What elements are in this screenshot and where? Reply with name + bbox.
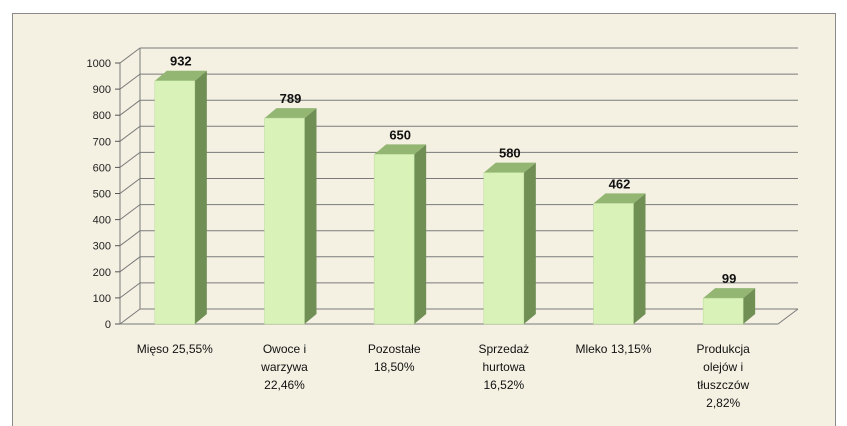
y-tick-label: 600 (93, 162, 111, 174)
category-label-line: olejów i (703, 360, 743, 374)
gridline-slant (119, 178, 141, 194)
category-label: Sprzedaż hurtowa 16,52% (478, 342, 529, 392)
gridline-slant (119, 308, 141, 325)
category-label: Mleko 13,15% (575, 342, 651, 356)
y-tick-label: 0 (105, 319, 111, 331)
gridline-slant (119, 99, 141, 116)
data-label: 789 (280, 91, 302, 106)
bar (483, 172, 525, 325)
bar-side (633, 193, 646, 324)
data-label: 580 (499, 146, 521, 161)
gridline-slant (119, 282, 141, 299)
bar (593, 203, 634, 325)
category-label: Produkcja olejów i tłuszczów 2,82% (696, 342, 750, 410)
y-tick-label: 700 (93, 136, 111, 148)
bar-top (703, 288, 756, 299)
bar (154, 80, 196, 325)
y-tick-label: 200 (93, 267, 111, 279)
bar-side (743, 288, 756, 324)
bar-top (154, 70, 207, 81)
data-label: 99 (722, 271, 736, 286)
bar-top (374, 144, 427, 155)
category-label-line: 18,50% (374, 360, 415, 374)
y-tick-label: 1000 (87, 58, 111, 70)
gridline-slant (119, 47, 141, 64)
y-tick-label: 300 (93, 241, 111, 253)
category-label-line: Mleko 13,15% (575, 342, 651, 356)
category-label: Pozostałe 18,50% (368, 342, 421, 374)
category-label-line: Mięso 25,55% (137, 342, 213, 356)
bar-top (593, 193, 646, 204)
bar-top (264, 108, 317, 119)
bar-side (194, 70, 207, 324)
category-label-line: 16,52% (483, 378, 524, 392)
bar-top (483, 162, 536, 173)
y-tick-label: 100 (93, 293, 111, 305)
gridline-slant (119, 151, 141, 168)
category-label-line: 2,82% (706, 396, 740, 410)
data-label: 462 (609, 176, 631, 191)
gridline-slant (119, 73, 141, 90)
category-label: Owoce i warzywa 22,46% (260, 342, 308, 392)
bar (702, 297, 744, 325)
bar-side (304, 108, 317, 324)
category-label-line: tłuszczów (697, 378, 749, 392)
bar (264, 117, 305, 325)
y-tick-label: 800 (93, 110, 111, 122)
category-label-line: Produkcja (696, 342, 750, 356)
data-label: 650 (389, 127, 411, 142)
bar-side (523, 162, 536, 324)
data-label: 932 (170, 54, 192, 69)
category-label-line: 22,46% (264, 378, 305, 392)
gridline-slant (119, 230, 141, 247)
category-label-line: Sprzedaż (478, 342, 529, 356)
bar-side (414, 144, 427, 324)
category-label-line: Pozostałe (368, 342, 421, 356)
bar (373, 154, 415, 325)
category-label-line: hurtowa (482, 360, 525, 374)
y-tick-label: 400 (93, 215, 111, 227)
gridline-slant (119, 256, 141, 273)
category-label-line: Owoce i (263, 342, 306, 356)
floor-edge (777, 308, 799, 325)
category-label: Mięso 25,55% (137, 342, 213, 356)
y-tick-label: 500 (93, 189, 111, 201)
category-label-line: warzywa (260, 360, 308, 374)
y-tick-label: 900 (93, 84, 111, 96)
gridline-slant (119, 204, 141, 221)
gridline-slant (119, 125, 141, 142)
